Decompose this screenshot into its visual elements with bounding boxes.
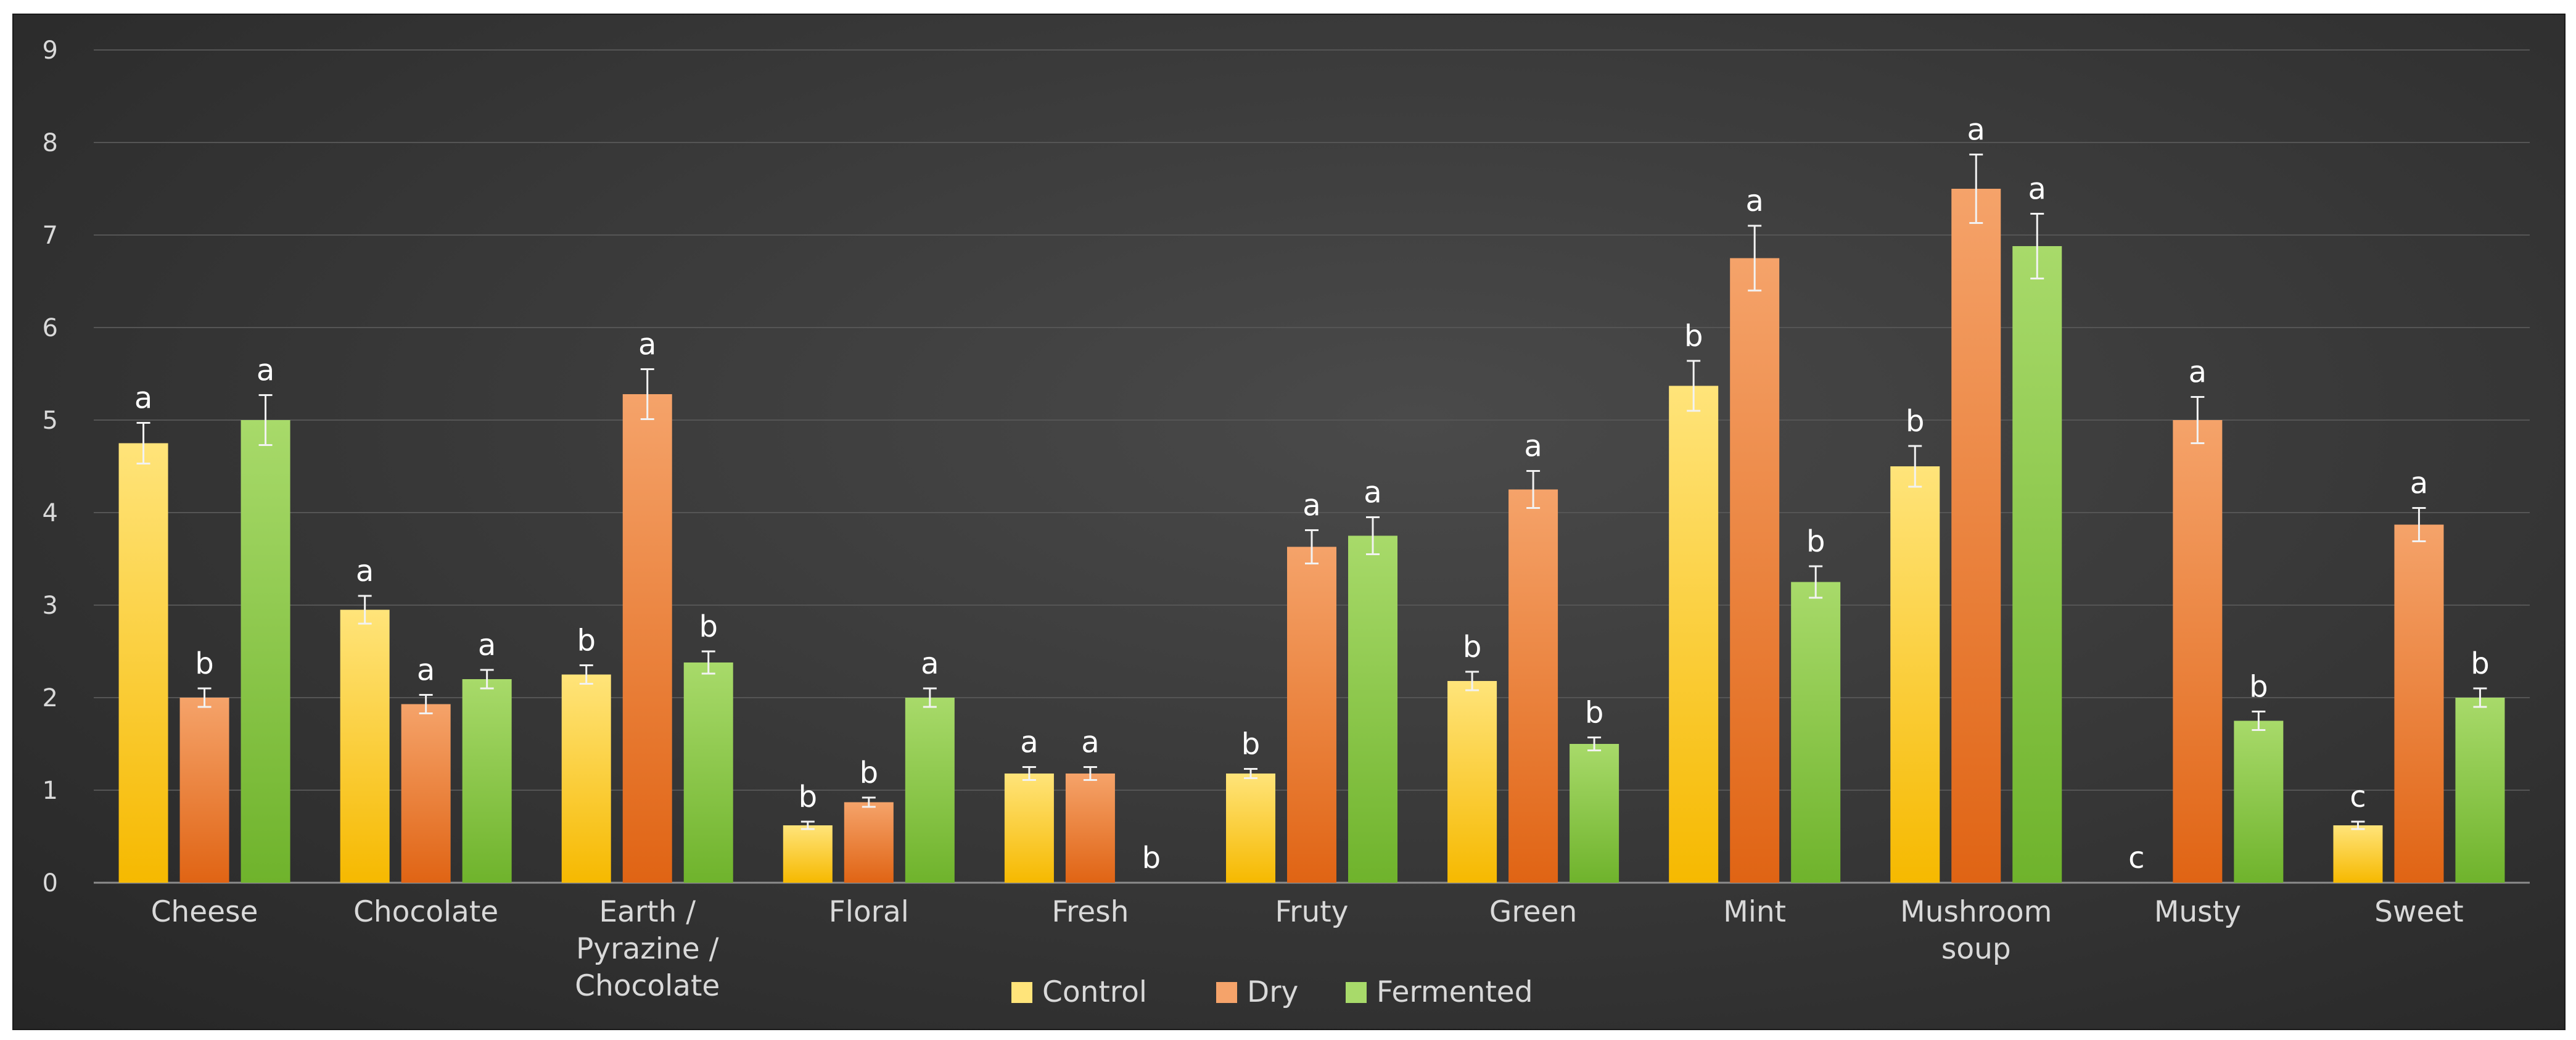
significance-label: b: [1684, 319, 1703, 353]
bar-control: [783, 825, 833, 883]
bar-dry: [2394, 524, 2444, 883]
y-tick-label: 3: [43, 592, 58, 620]
legend-label-dry: Dry: [1247, 975, 1298, 1009]
bar-dry: [1730, 258, 1780, 883]
category-label: Green: [1489, 895, 1577, 929]
significance-label: b: [1241, 727, 1260, 762]
significance-label: a: [134, 381, 152, 416]
y-tick-label: 6: [43, 314, 58, 342]
category-label: Chocolate: [353, 895, 498, 929]
y-tick-label: 2: [43, 684, 58, 712]
bar-dry: [1951, 189, 2001, 883]
bar-control: [1890, 466, 1940, 883]
bar-dry: [1508, 489, 1558, 883]
bar-control: [340, 609, 390, 883]
significance-label: a: [2028, 172, 2046, 207]
significance-label: c: [2350, 780, 2366, 814]
bar-dry: [179, 698, 229, 883]
category-label: Sweet: [2374, 895, 2464, 929]
legend-swatch-dry: [1216, 982, 1237, 1003]
significance-label: a: [257, 353, 274, 388]
significance-label: b: [577, 624, 595, 658]
significance-label: b: [1585, 696, 1603, 730]
bar-control: [2333, 825, 2383, 883]
significance-label: b: [860, 756, 878, 790]
y-tick-label: 0: [43, 869, 58, 898]
significance-label: c: [2128, 841, 2144, 875]
bar-control: [1004, 774, 1054, 883]
bar-fermented: [2455, 698, 2505, 883]
significance-label: b: [1906, 404, 1924, 439]
significance-label: a: [1081, 725, 1099, 760]
y-tick-label: 5: [43, 407, 58, 435]
bar-control: [1669, 386, 1719, 883]
legend-swatch-control: [1011, 982, 1032, 1003]
category-label: Fresh: [1051, 895, 1129, 929]
category-label: Earth / Pyrazine / Chocolate: [575, 895, 720, 1003]
significance-label: a: [1364, 476, 1381, 510]
bar-control: [118, 443, 168, 883]
significance-label: b: [799, 780, 817, 814]
category-label: Fruty: [1275, 895, 1349, 929]
significance-label: a: [1302, 489, 1320, 523]
significance-label: a: [638, 328, 656, 362]
bar-dry: [1287, 547, 1336, 883]
bar-control: [1226, 774, 1275, 883]
significance-label: a: [356, 554, 374, 588]
significance-label: b: [699, 609, 717, 644]
significance-label: a: [478, 628, 496, 662]
bar-fermented: [2012, 246, 2062, 883]
significance-label: b: [1806, 524, 1825, 559]
legend: Control Dry Fermented: [1011, 975, 1533, 1009]
bar-dry: [844, 802, 894, 883]
y-tick-label: 7: [43, 221, 58, 250]
bar-dry: [622, 394, 672, 883]
significance-label: a: [1524, 429, 1542, 464]
bar-fermented: [905, 698, 955, 883]
bar-dry: [2173, 420, 2223, 883]
category-label: Mint: [1723, 895, 1786, 929]
significance-label: a: [1967, 113, 1985, 147]
y-tick-label: 9: [43, 36, 58, 65]
x-axis-categories: Cheese Chocolate Earth / Pyrazine / Chocolat…: [151, 895, 2464, 1003]
legend-swatch-fermented: [1346, 982, 1367, 1003]
y-tick-label: 8: [43, 129, 58, 157]
y-tick-label: 1: [43, 777, 58, 805]
bar-dry: [1065, 774, 1115, 883]
significance-label: b: [195, 646, 213, 681]
significance-label: a: [2189, 355, 2207, 390]
significance-label: a: [1745, 184, 1763, 218]
bar-fermented: [241, 420, 290, 883]
legend-label-control: Control: [1042, 975, 1147, 1009]
bar-dry: [401, 704, 451, 883]
bar-fermented: [1348, 535, 1397, 883]
bar-fermented: [1791, 582, 1841, 883]
y-axis-ticks: 0 1 2 3 4 5 6 7 8 9: [43, 36, 58, 898]
bar-fermented: [2234, 720, 2284, 883]
significance-label: b: [2471, 646, 2489, 681]
significance-label: b: [1463, 630, 1481, 664]
category-label: Mushroom soup: [1900, 895, 2052, 966]
category-label: Musty: [2154, 895, 2241, 929]
significance-label: b: [1142, 841, 1161, 875]
significance-label: a: [921, 646, 939, 681]
significance-label: b: [2249, 670, 2268, 704]
bar-fermented: [462, 679, 512, 883]
significance-label: a: [1020, 725, 1038, 760]
y-tick-label: 4: [43, 499, 58, 527]
bar-control: [561, 674, 611, 883]
bars: a b a a a a b a b b b a a a b b a a b a b b a b b a a c a b c a b: [118, 113, 2505, 883]
bar-control: [1447, 681, 1497, 883]
bar-fermented: [683, 662, 733, 883]
significance-label: a: [417, 653, 435, 688]
legend-label-fermented: Fermented: [1376, 975, 1533, 1009]
significance-label: a: [2410, 466, 2428, 501]
bar-fermented: [1570, 744, 1619, 883]
category-label: Cheese: [151, 895, 258, 929]
category-label: Floral: [829, 895, 909, 929]
